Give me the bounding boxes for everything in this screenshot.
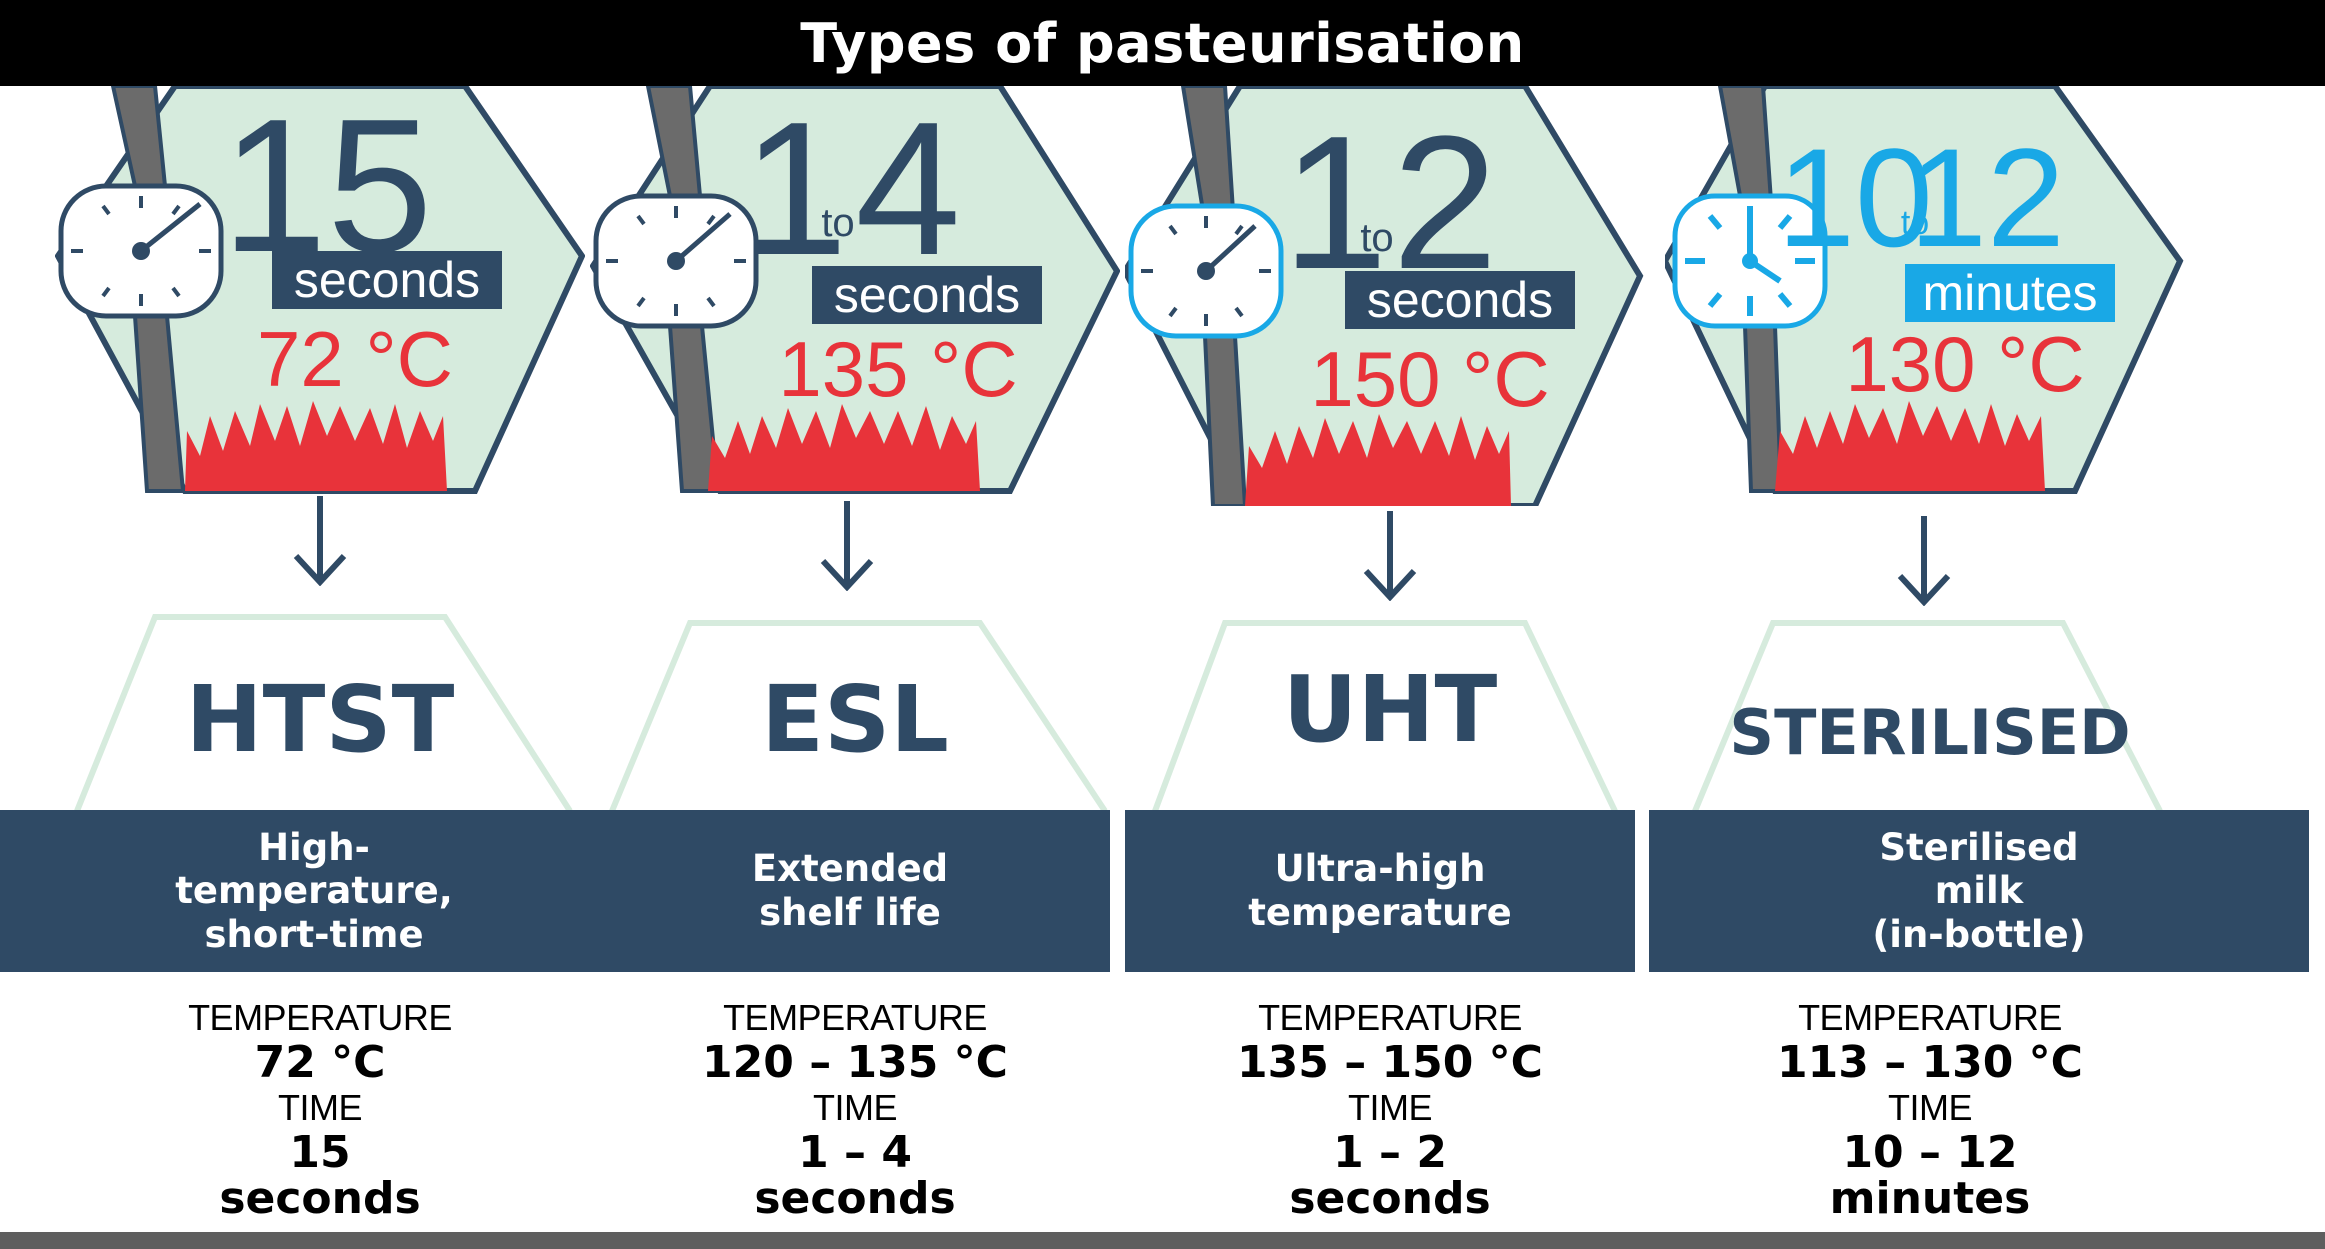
flame-icon bbox=[1245, 414, 1511, 506]
temperature-value: 120 – 135 °C bbox=[702, 1037, 1008, 1088]
time-unit: minutes bbox=[1829, 1173, 2031, 1224]
unit-label: seconds bbox=[1367, 272, 1553, 328]
unit-label: minutes bbox=[1922, 265, 2097, 321]
method-name-band: Extended shelf life bbox=[590, 810, 1110, 972]
time-label: TIME bbox=[278, 1087, 363, 1128]
time-label: TIME bbox=[813, 1087, 898, 1128]
down-arrow-icon bbox=[1897, 516, 1951, 606]
method-abbreviation: HTST bbox=[185, 666, 455, 773]
temperature-value: 72 °C bbox=[254, 1037, 386, 1088]
method-name-line: shelf life bbox=[759, 891, 941, 934]
time-digits-to: 12 bbox=[1909, 119, 2065, 276]
flame-icon bbox=[185, 401, 447, 491]
label-trapezoid bbox=[1152, 620, 1618, 811]
unit-label-box bbox=[272, 251, 502, 309]
temperature-label: TEMPERATURE bbox=[1258, 997, 1522, 1038]
time-value: 10 – 12 bbox=[1842, 1127, 2018, 1178]
temperature-value: 113 – 130 °C bbox=[1777, 1037, 2083, 1088]
time-unit: seconds bbox=[1289, 1173, 1491, 1224]
unit-label-box bbox=[1905, 264, 2115, 322]
time-unit: seconds bbox=[754, 1173, 956, 1224]
method-name-band: Sterilised milk (in-bottle) bbox=[1649, 810, 2309, 972]
time-value: 1 – 4 bbox=[798, 1127, 912, 1178]
time-unit: seconds bbox=[219, 1173, 421, 1224]
method-abbreviation: STERILISED bbox=[1729, 696, 2131, 769]
watch-dial-ticks bbox=[606, 206, 746, 316]
down-arrow-icon bbox=[293, 496, 347, 586]
flame-icon bbox=[708, 404, 980, 491]
heating-panel: 1 to 4 seconds 135 °C bbox=[590, 86, 1120, 494]
method-name-band: Ultra-high temperature bbox=[1125, 810, 1635, 972]
watch-hand bbox=[1204, 224, 1257, 273]
label-trapezoid bbox=[74, 614, 573, 811]
label-trapezoid bbox=[609, 620, 1108, 811]
watch-pin bbox=[132, 242, 150, 260]
unit-label: seconds bbox=[294, 252, 480, 308]
method-name-line: short-time bbox=[204, 912, 424, 956]
time-digits-joiner: to bbox=[1901, 204, 1929, 242]
time-label: TIME bbox=[1888, 1087, 1973, 1128]
watch-dial-ticks bbox=[71, 196, 211, 306]
time-digits-from: 10 bbox=[1777, 119, 1933, 276]
method-name-line: temperature bbox=[1248, 891, 1512, 934]
down-arrow-icon bbox=[820, 501, 874, 591]
down-arrow-icon bbox=[1363, 511, 1417, 601]
method-details: TEMPERATURE 135 – 150 °C TIME 1 – 2 seco… bbox=[1125, 996, 1655, 1222]
hex-temperature: 130 °C bbox=[1845, 320, 2084, 408]
time-digits-to: 4 bbox=[855, 86, 961, 295]
method-details: TEMPERATURE 120 – 135 °C TIME 1 – 4 seco… bbox=[590, 996, 1120, 1222]
method-column-htst: 15 seconds 72 °C HTST High- temperature,… bbox=[0, 86, 628, 1232]
bottom-divider bbox=[0, 1232, 2325, 1249]
label-trapezoid bbox=[1692, 620, 2163, 811]
watch-pin bbox=[667, 252, 685, 270]
method-name-line: Extended bbox=[751, 847, 949, 891]
method-name-band: High- temperature, short-time bbox=[0, 810, 628, 972]
time-digits-from: 1 bbox=[742, 86, 848, 295]
time-label: TIME bbox=[1348, 1087, 1433, 1128]
clock-pin bbox=[1742, 253, 1758, 269]
heating-panel: 10 to 12 minutes 130 °C bbox=[1665, 86, 2184, 494]
time-digits-joiner: to bbox=[1360, 216, 1393, 260]
method-name-line: temperature, bbox=[175, 869, 453, 913]
method-abbreviation: UHT bbox=[1282, 656, 1498, 763]
method-name-line: Sterilised bbox=[1879, 825, 2079, 869]
unit-label: seconds bbox=[834, 267, 1020, 323]
flame-icon bbox=[1775, 401, 2045, 491]
hex-temperature: 150 °C bbox=[1310, 335, 1549, 423]
heating-panel: 15 seconds 72 °C bbox=[55, 86, 585, 494]
page-title: Types of pasteurisation bbox=[800, 11, 1525, 75]
hex-temperature: 135 °C bbox=[778, 325, 1017, 413]
time-value: 1 – 2 bbox=[1333, 1127, 1447, 1178]
temperature-label: TEMPERATURE bbox=[1798, 997, 2062, 1038]
method-abbreviation: ESL bbox=[761, 666, 949, 773]
title-bar: Types of pasteurisation bbox=[0, 0, 2325, 86]
hex-temperature: 72 °C bbox=[257, 315, 453, 403]
method-details: TEMPERATURE 113 – 130 °C TIME 10 – 12 mi… bbox=[1665, 996, 2195, 1222]
temperature-label: TEMPERATURE bbox=[188, 997, 452, 1038]
time-value: 15 bbox=[289, 1127, 351, 1178]
unit-label-box bbox=[1345, 271, 1575, 329]
temperature-label: TEMPERATURE bbox=[723, 997, 987, 1038]
time-digits-joiner: to bbox=[821, 201, 854, 245]
method-column-sterilised: 10 to 12 minutes 130 °C STERILISED Steri… bbox=[1649, 86, 2309, 1232]
method-column-uht: 1 to 2 seconds 150 °C UHT Ultra-high tem… bbox=[1125, 86, 1655, 1232]
heating-panel: 1 to 2 seconds 150 °C bbox=[1125, 86, 1644, 506]
watch-pin bbox=[1197, 262, 1215, 280]
watch-dial-ticks bbox=[1141, 216, 1271, 326]
method-name-line: (in-bottle) bbox=[1872, 912, 2086, 956]
method-details: TEMPERATURE 72 °C TIME 15 seconds bbox=[55, 996, 585, 1222]
unit-label-box bbox=[812, 266, 1042, 324]
temperature-value: 135 – 150 °C bbox=[1237, 1037, 1543, 1088]
method-name-line: High- bbox=[258, 825, 370, 869]
watch-strap-bottom bbox=[1742, 324, 1784, 493]
watch-hand bbox=[674, 212, 732, 263]
method-column-esl: 1 to 4 seconds 135 °C ESL Extended shelf… bbox=[590, 86, 1120, 1232]
watch-hand bbox=[139, 202, 202, 253]
method-name-line: Ultra-high bbox=[1274, 847, 1486, 891]
method-name-line: milk bbox=[1934, 869, 2024, 913]
